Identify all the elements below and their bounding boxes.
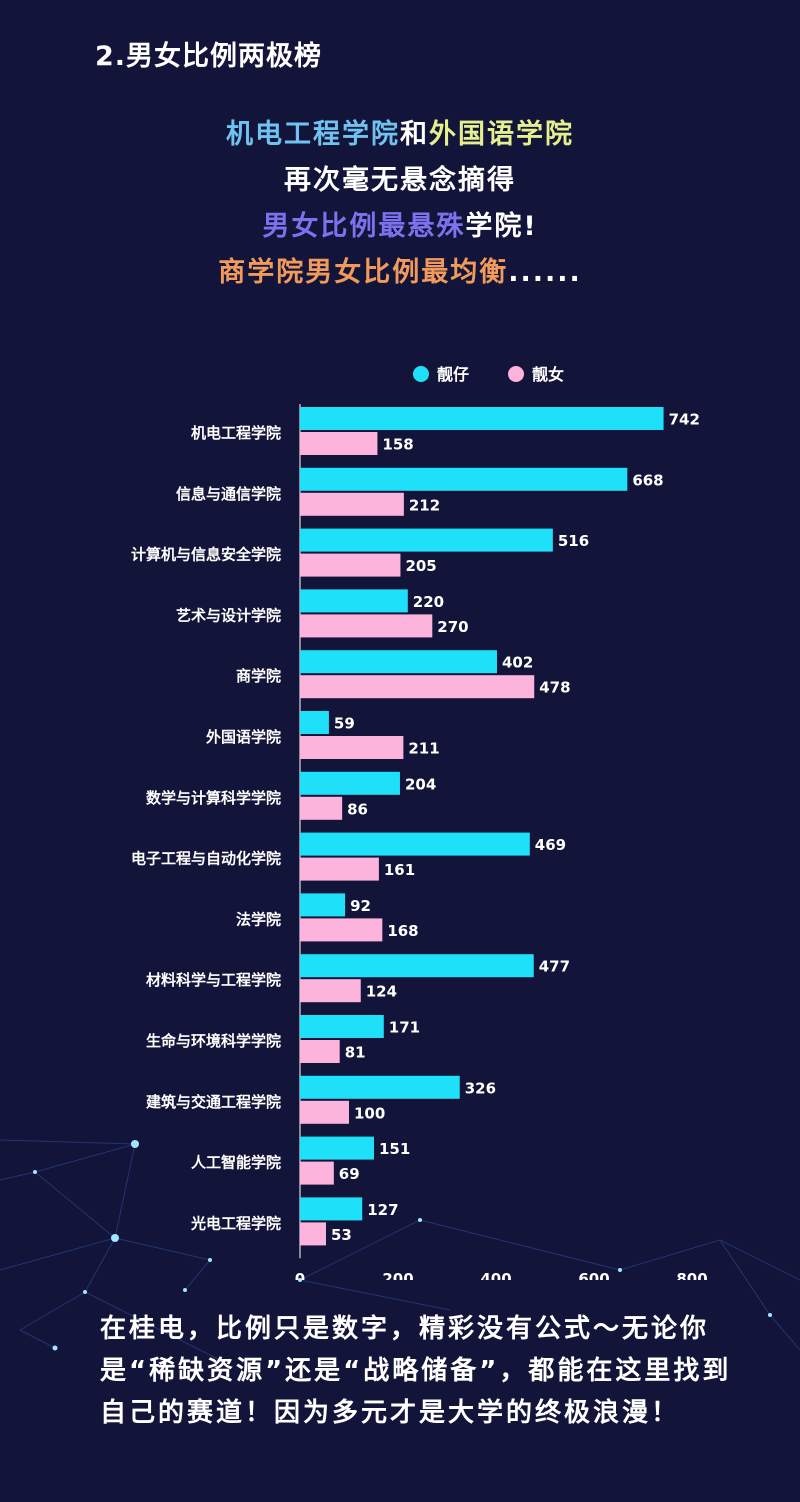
category-label: 计算机与信息安全学院	[131, 546, 281, 564]
male-bar	[300, 711, 329, 734]
headline-suffix: 学院!	[465, 211, 538, 242]
x-tick-label: 400	[480, 1270, 511, 1280]
female-value-label: 168	[387, 922, 418, 940]
female-value-label: 270	[437, 618, 468, 636]
female-value-label: 212	[409, 496, 440, 514]
male-bar	[300, 650, 497, 674]
female-bar	[300, 1100, 349, 1124]
male-value-label: 204	[405, 775, 436, 793]
male-value-label: 326	[465, 1079, 496, 1097]
category-label: 材料科学与工程学院	[146, 971, 281, 989]
male-bar	[300, 1136, 374, 1160]
headline-highlight-gap: 男女比例最悬殊	[262, 211, 466, 242]
female-bar	[300, 979, 361, 1003]
female-bar	[300, 796, 343, 820]
headline-line-2: 再次毫无悬念摘得	[284, 165, 516, 196]
male-value-label: 220	[413, 593, 444, 611]
x-tick-label: 800	[676, 1270, 707, 1280]
male-value-label: 742	[669, 411, 700, 429]
headline-line-4: 商学院男女比例最均衡......	[0, 250, 800, 296]
male-bar	[300, 832, 530, 856]
category-label: 机电工程学院	[191, 424, 281, 442]
female-bar	[300, 736, 404, 759]
category-label: 光电工程学院	[190, 1214, 281, 1232]
category-label: 生命与环境科学学院	[146, 1032, 281, 1050]
headline-line-1: 机电工程学院和外国语学院	[0, 112, 800, 158]
headline-conjunction: 和	[400, 119, 429, 150]
male-value-label: 477	[539, 958, 570, 976]
male-bar	[300, 954, 534, 978]
female-value-label: 53	[331, 1226, 352, 1244]
male-bar	[300, 1075, 460, 1099]
male-bar	[300, 893, 346, 917]
female-bar	[300, 553, 401, 577]
male-bar	[300, 589, 408, 613]
male-bar	[300, 1015, 384, 1038]
female-value-label: 161	[384, 861, 415, 879]
category-label: 艺术与设计学院	[176, 606, 281, 624]
female-bar	[300, 1222, 326, 1246]
headline-highlight-balance: 商学院男女比例最均衡	[218, 257, 509, 288]
footer-message: 在桂电，比例只是数字，精彩没有公式～无论你是“稀缺资源”还是“战略储备”，都能在…	[100, 1314, 732, 1428]
category-label: 商学院	[236, 667, 281, 685]
x-tick-label: 200	[382, 1270, 413, 1280]
legend-female-label: 靓女	[532, 365, 564, 384]
male-value-label: 516	[558, 532, 589, 550]
female-value-label: 158	[382, 436, 413, 454]
male-bar	[300, 467, 628, 491]
female-value-label: 86	[347, 800, 368, 818]
male-value-label: 59	[334, 715, 355, 733]
female-value-label: 205	[405, 557, 436, 575]
male-bar	[300, 528, 553, 552]
x-tick-label: 600	[578, 1270, 609, 1280]
headline-college-1: 机电工程学院	[226, 119, 400, 150]
female-bar	[300, 857, 379, 881]
male-value-label: 127	[367, 1201, 398, 1219]
female-value-label: 69	[339, 1165, 360, 1183]
female-value-label: 211	[408, 740, 439, 758]
headline-college-2: 外国语学院	[429, 119, 574, 150]
legend-male-swatch	[413, 366, 429, 382]
category-label: 数学与计算科学学院	[146, 789, 281, 807]
category-label: 电子工程与自动化学院	[131, 850, 281, 868]
female-bar	[300, 918, 383, 942]
female-bar	[300, 675, 535, 699]
category-label: 信息与通信学院	[176, 485, 281, 503]
female-value-label: 478	[539, 679, 570, 697]
male-value-label: 469	[535, 836, 566, 854]
chart-legend: 靓仔 靓女	[413, 365, 564, 384]
male-bar	[300, 771, 400, 795]
category-label: 外国语学院	[205, 728, 281, 746]
legend-male-label: 靓仔	[437, 365, 469, 384]
gender-ratio-chart: 靓仔 靓女 机电工程学院 742 158 信息与通信学院 668 212 计算机与信息安全学…	[131, 365, 708, 1280]
section-title: 2.男女比例两极榜	[95, 41, 323, 72]
male-value-label: 151	[379, 1140, 410, 1158]
headline-line-3: 男女比例最悬殊学院!	[0, 204, 800, 250]
category-label: 法学院	[236, 910, 281, 928]
male-value-label: 171	[389, 1019, 420, 1037]
network-decoration	[0, 1139, 800, 1361]
male-value-label: 92	[350, 897, 371, 915]
x-tick-label: 0	[295, 1270, 305, 1280]
male-value-label: 402	[502, 654, 533, 672]
female-bar	[300, 1040, 340, 1063]
female-value-label: 100	[354, 1104, 385, 1122]
male-bar	[300, 1197, 363, 1221]
male-value-label: 668	[632, 471, 663, 489]
headline: 机电工程学院和外国语学院 再次毫无悬念摘得 男女比例最悬殊学院! 商学院男女比例…	[0, 112, 800, 296]
female-bar	[300, 492, 404, 516]
headline-ellipsis: ......	[508, 257, 582, 288]
category-label: 人工智能学院	[191, 1154, 281, 1172]
female-value-label: 81	[345, 1044, 366, 1062]
female-bar	[300, 432, 378, 455]
category-label: 建筑与交通工程学院	[146, 1093, 281, 1111]
male-bar	[300, 407, 664, 430]
legend-female-swatch	[508, 366, 524, 382]
female-bar	[300, 1161, 334, 1185]
female-bar	[300, 614, 433, 638]
female-value-label: 124	[366, 983, 397, 1001]
